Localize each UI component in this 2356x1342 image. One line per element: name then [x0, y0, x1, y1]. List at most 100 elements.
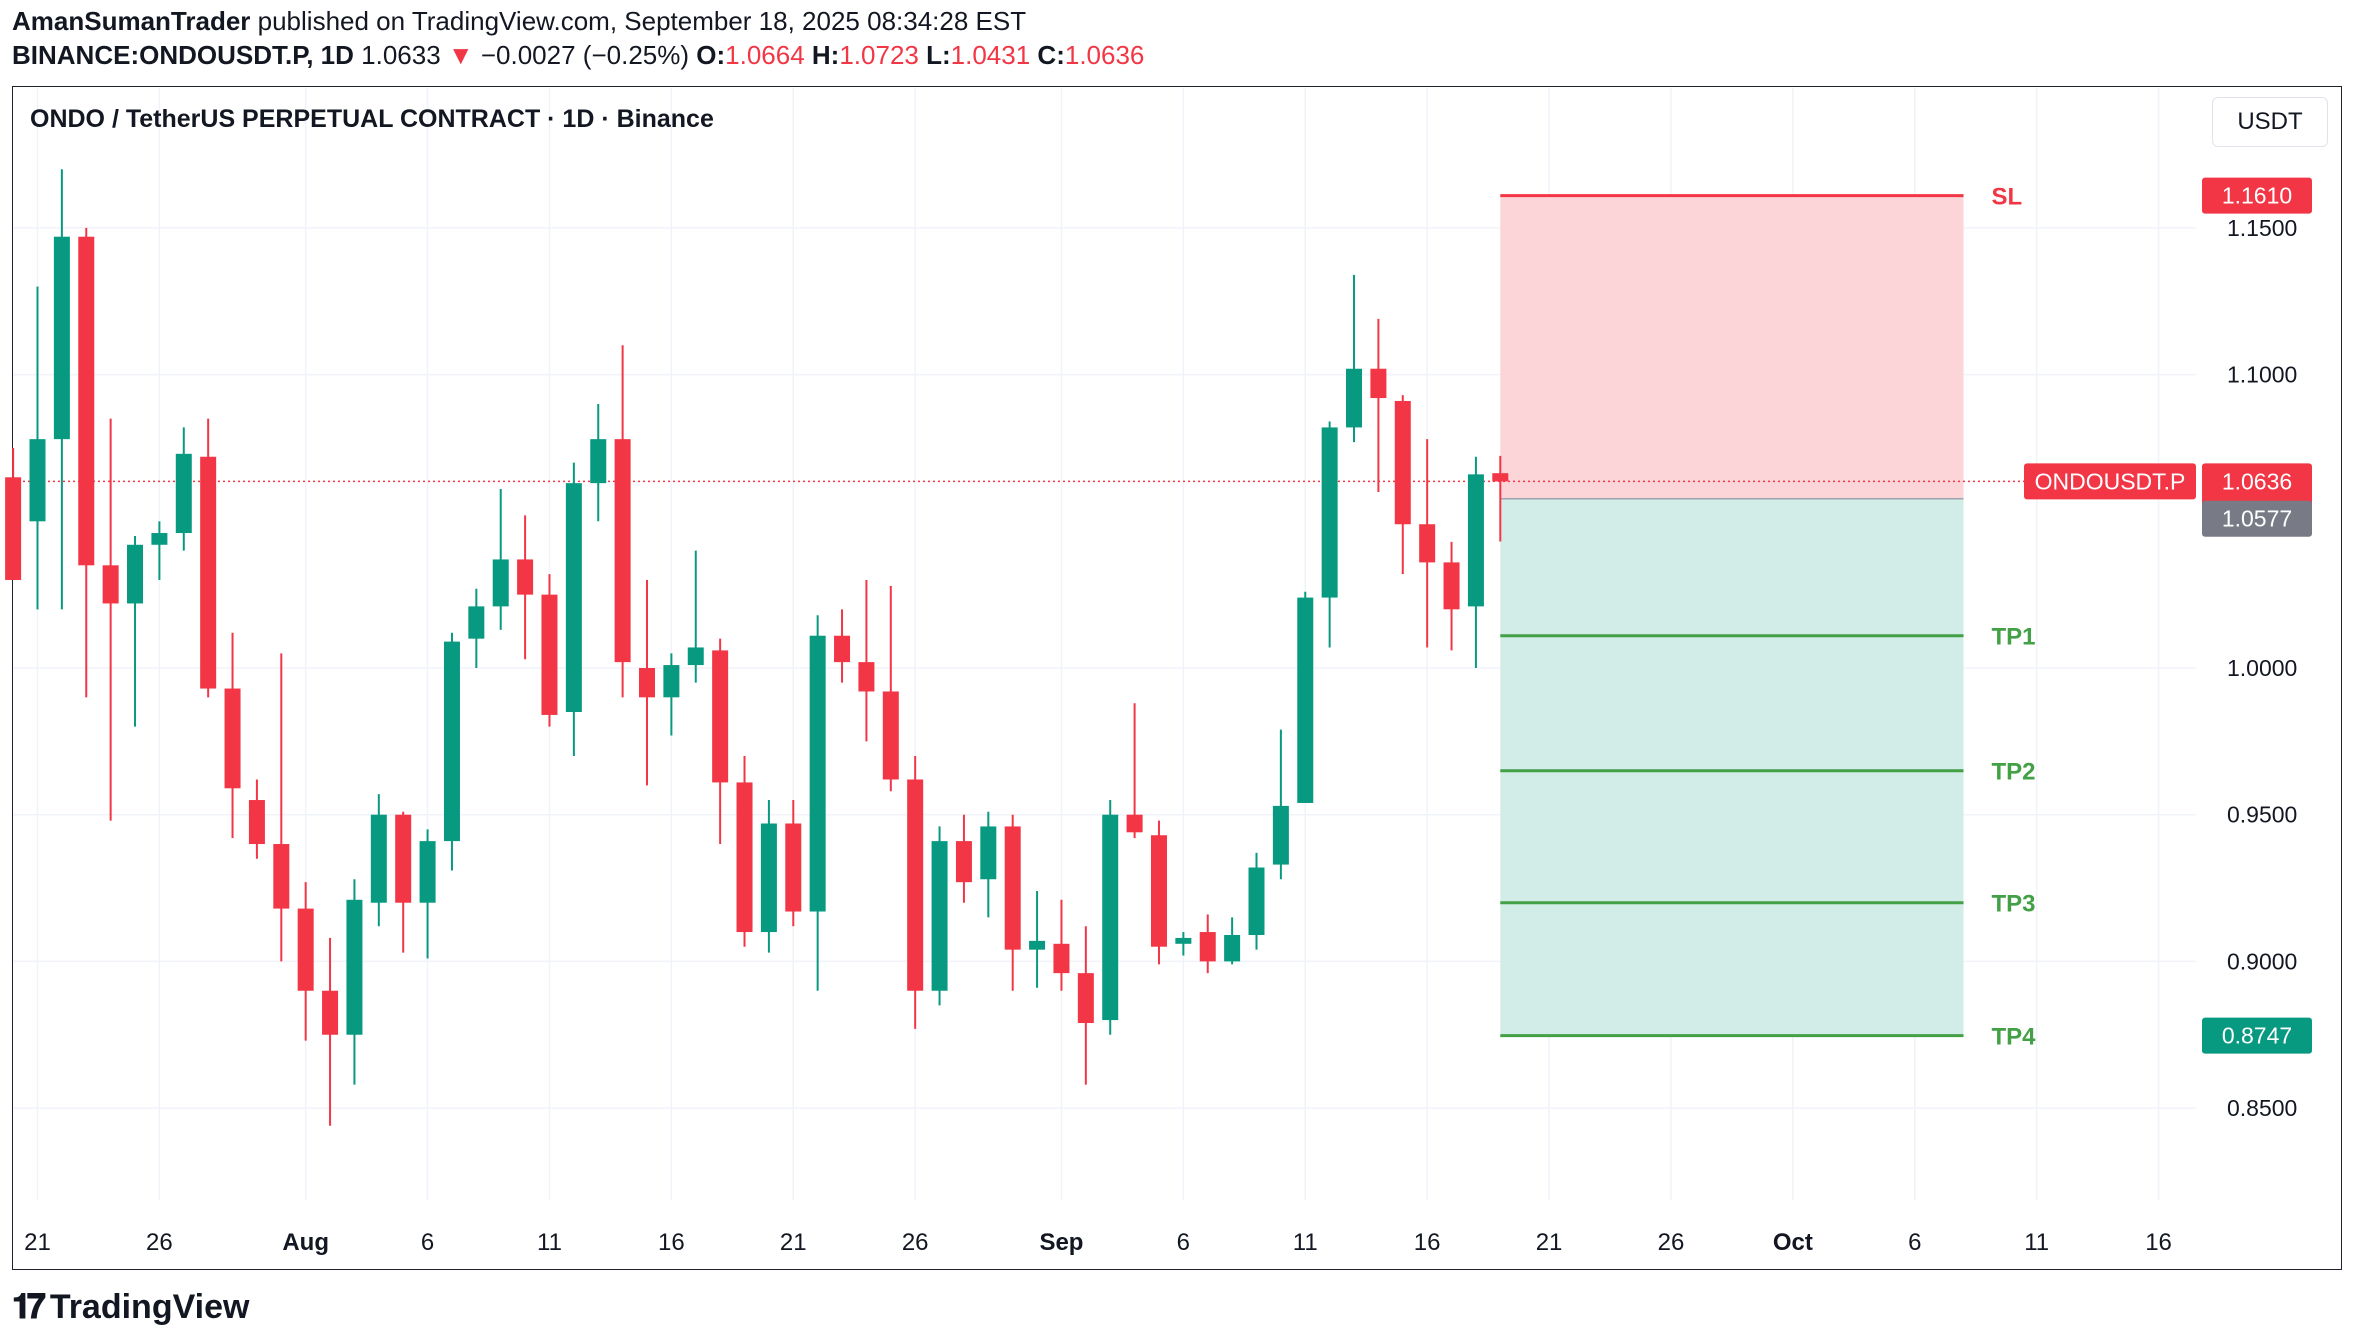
x-tick-label: 26: [1658, 1229, 1685, 1256]
candle-body: [736, 782, 753, 933]
candle-body: [712, 650, 729, 783]
symbol-label: BINANCE:ONDOUSDT.P, 1D: [12, 40, 354, 70]
x-tick-label: 16: [2145, 1229, 2172, 1256]
candle-down: [785, 800, 802, 927]
candle-body: [1175, 937, 1192, 944]
candle-down: [614, 345, 631, 698]
y-tick-label: 0.8500: [2227, 1095, 2297, 1121]
published-text: published on TradingView.com, September …: [257, 6, 1027, 36]
candle-body: [419, 841, 436, 903]
candle-down: [541, 574, 558, 727]
candle-body: [127, 544, 144, 604]
candle-up: [492, 489, 509, 630]
symbol-tag: ONDOUSDT.P: [2035, 468, 2186, 494]
candle-body: [1150, 835, 1167, 947]
candle-body: [151, 533, 168, 545]
candle-down: [273, 653, 290, 962]
candle-down: [1077, 926, 1094, 1085]
close-label: C:: [1037, 40, 1065, 70]
currency-unit-button[interactable]: USDT: [2212, 97, 2328, 147]
candle-down: [1443, 541, 1460, 651]
candle-up: [809, 615, 826, 991]
candle-down: [1150, 820, 1167, 965]
y-tick-label: 0.9500: [2227, 802, 2297, 828]
level-label-tp1: TP1: [1992, 624, 2036, 651]
price-label-stop: 1.1610: [2222, 183, 2292, 209]
low-value: 1.0431: [950, 40, 1031, 70]
candle-body: [590, 439, 607, 484]
candle-down: [517, 515, 534, 660]
y-tick-label: 0.9000: [2227, 948, 2297, 974]
candle-up: [590, 403, 607, 522]
x-tick-label: Oct: [1773, 1229, 1813, 1256]
candle-down: [297, 882, 314, 1041]
chart-frame: [12, 86, 2342, 1270]
high-label: H:: [811, 40, 840, 70]
candle-up: [346, 879, 363, 1085]
candle-body: [1053, 943, 1070, 974]
candle-body: [1394, 401, 1411, 525]
candle-body: [443, 641, 460, 842]
candle-body: [1199, 932, 1216, 962]
x-tick-label: 26: [146, 1229, 173, 1256]
tradingview-footer[interactable]: 𝟏𝟕 TradingView: [12, 1288, 249, 1327]
y-tick-label: 1.1000: [2227, 362, 2297, 388]
candle-up: [29, 286, 46, 610]
candle-up: [1346, 274, 1363, 443]
x-tick-label: 26: [902, 1229, 929, 1256]
candle-up: [1248, 852, 1265, 950]
candle-body: [1370, 368, 1387, 399]
open-value: 1.0664: [725, 40, 805, 70]
price-axis-labels: 1.16101.063610:25:33ONDOUSDT.P1.05770.87…: [2024, 177, 2312, 1054]
candle-down: [395, 811, 412, 953]
candle-body: [5, 477, 22, 580]
level-label-tp2: TP2: [1992, 759, 2036, 786]
candle-up: [151, 521, 168, 580]
candle-body: [809, 635, 826, 912]
candle-body: [273, 844, 290, 909]
candle-body: [1248, 867, 1265, 935]
candle-up: [565, 462, 582, 757]
candle-up: [1175, 932, 1192, 956]
candle-body: [1419, 524, 1436, 563]
y-tick-label: 1.0000: [2227, 655, 2297, 681]
candle-down: [1004, 814, 1021, 991]
candle-down: [736, 756, 753, 947]
candle-down: [78, 227, 95, 698]
x-axis-ticks: 21 26 Aug 6 11 16 21 26 Sep 6 11 16 21 26 Oct 6 11 16: [24, 1229, 2172, 1256]
candle-down: [200, 418, 217, 698]
candle-body: [639, 668, 655, 698]
candle-body: [248, 800, 265, 845]
price-label-entry: 1.0577: [2222, 506, 2292, 532]
take-profit-zone: [1500, 498, 1964, 1036]
candle-body: [785, 823, 802, 912]
candle-body: [370, 814, 387, 903]
price-label-box-entry: [2202, 500, 2312, 537]
candle-down: [248, 779, 265, 859]
candle-up: [419, 829, 436, 959]
candle-up: [1029, 890, 1046, 988]
candle-body: [760, 823, 777, 933]
candle-body: [1004, 826, 1021, 950]
candle-up: [687, 550, 704, 683]
candles: [5, 169, 1509, 1126]
candle-up: [1224, 917, 1241, 965]
candle-body: [1224, 934, 1241, 962]
candle-body: [395, 814, 412, 903]
x-tick-label: 6: [1908, 1229, 1921, 1256]
x-tick-label: 16: [1414, 1229, 1441, 1256]
candle-body: [955, 841, 972, 883]
candle-up: [1467, 456, 1484, 668]
candle-body: [1102, 814, 1119, 1021]
candle-up: [127, 535, 144, 727]
candle-body: [1272, 805, 1289, 865]
candle-up: [1272, 729, 1289, 880]
candle-body: [297, 908, 314, 991]
candle-down: [1370, 318, 1387, 492]
publisher-name[interactable]: AmanSumanTrader: [12, 6, 251, 36]
down-arrow-icon: ▼: [440, 40, 481, 70]
level-label-tp4: TP4: [1992, 1024, 2037, 1051]
candle-body: [1077, 973, 1094, 1024]
